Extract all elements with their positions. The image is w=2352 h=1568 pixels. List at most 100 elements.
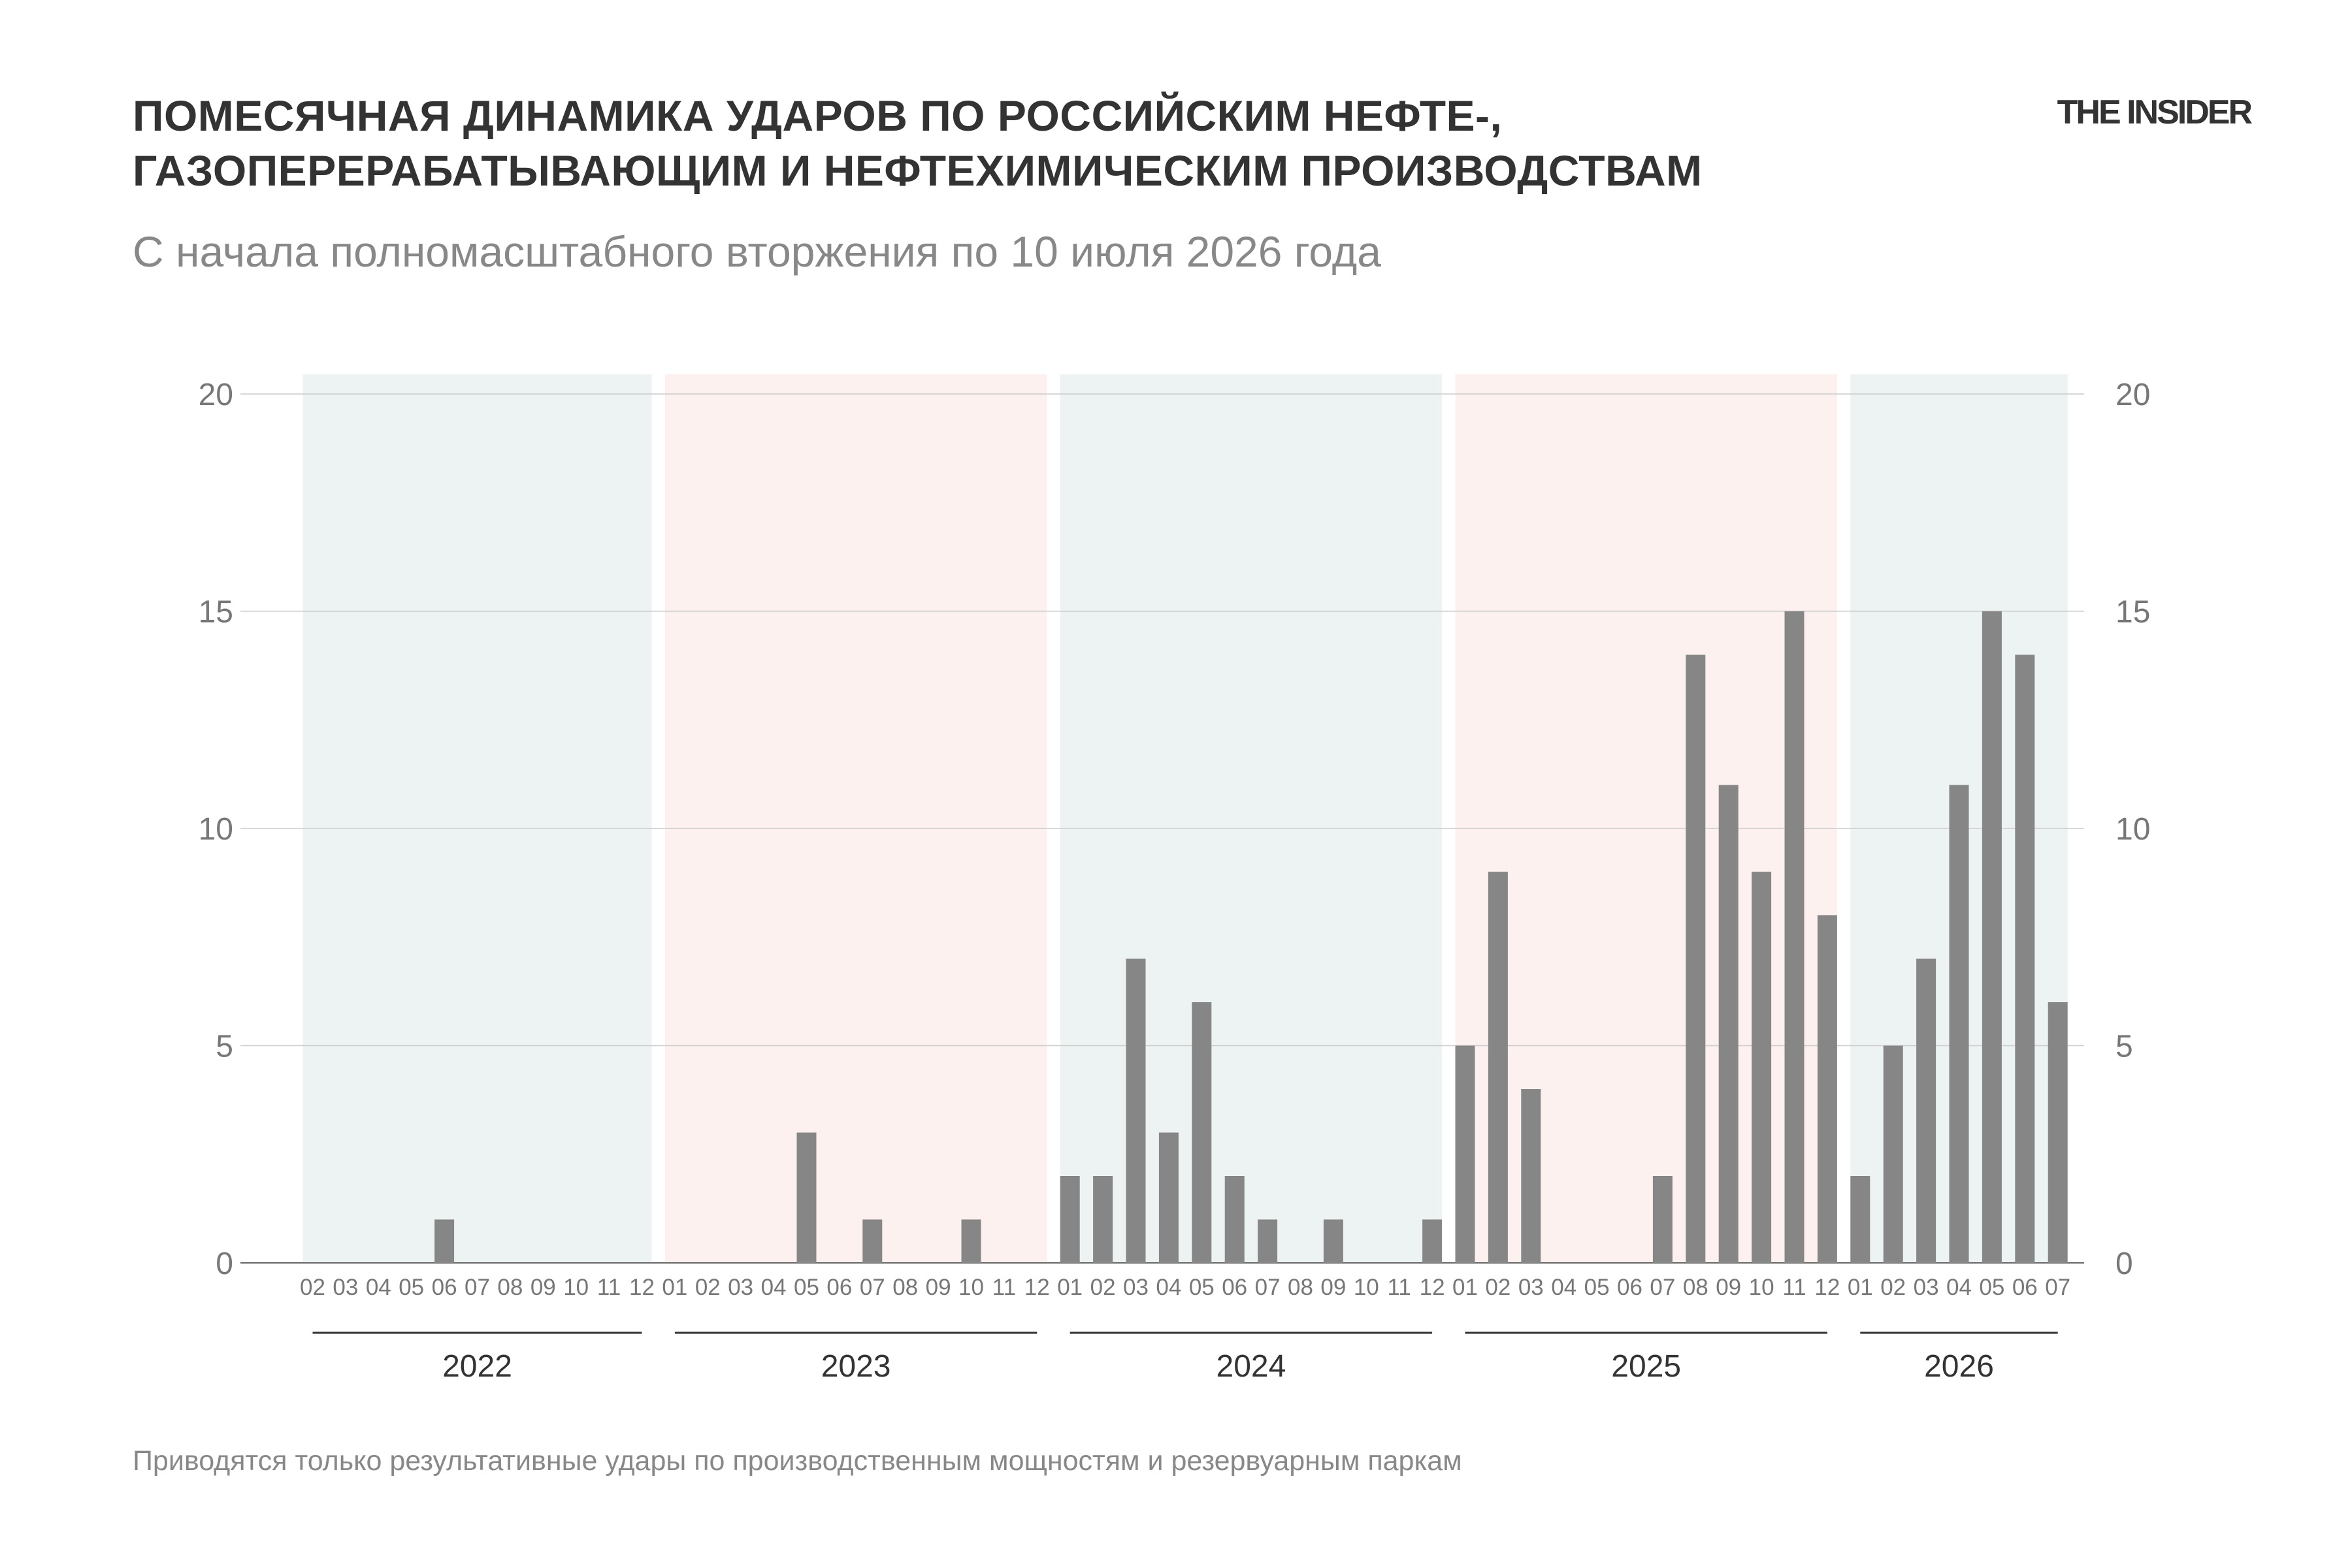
month-tick-label: 02 [1880, 1275, 1906, 1300]
month-tick-label: 07 [1650, 1275, 1675, 1300]
month-tick-label: 03 [333, 1275, 358, 1300]
y-tick-label-left: 20 [199, 378, 233, 412]
bar [2015, 655, 2035, 1263]
y-tick-label-left: 15 [199, 595, 233, 630]
chart-title-line-2: ГАЗОПЕРЕРАБАТЫВАЮЩИМ И НЕФТЕХИМИЧЕСКИМ П… [133, 146, 1703, 195]
bar [2048, 1002, 2068, 1263]
chart-title: ПОМЕСЯЧНАЯ ДИНАМИКА УДАРОВ ПО РОССИЙСКИМ… [133, 88, 1995, 198]
month-tick-label: 08 [892, 1275, 918, 1300]
bar [1652, 1176, 1673, 1263]
month-tick-label: 11 [992, 1275, 1016, 1300]
month-tick-label: 05 [399, 1275, 424, 1300]
bar [1752, 872, 1772, 1263]
bar [1850, 1176, 1870, 1263]
year-band-2025 [1455, 374, 1837, 1263]
month-tick-label: 10 [563, 1275, 589, 1300]
bar [1982, 611, 2002, 1263]
month-tick-label: 01 [1452, 1275, 1478, 1300]
bar [1883, 1045, 1903, 1263]
bar [1224, 1176, 1245, 1263]
month-tick-label: 09 [926, 1275, 951, 1300]
brand-logo: THE INSIDER [2057, 93, 2253, 131]
month-tick-label: 02 [1485, 1275, 1511, 1300]
year-label: 2023 [821, 1349, 891, 1384]
month-tick-label: 02 [1090, 1275, 1116, 1300]
bar [1422, 1219, 1443, 1263]
chart-subtitle: С начала полномасштабного вторжения по 1… [133, 227, 1381, 276]
bar [961, 1219, 981, 1263]
bar [1093, 1176, 1113, 1263]
month-tick-label: 11 [1782, 1275, 1806, 1300]
y-tick-label-right: 20 [2115, 378, 2150, 412]
bar [1060, 1176, 1080, 1263]
month-tick-label: 01 [1848, 1275, 1873, 1300]
month-tick-label: 07 [860, 1275, 885, 1300]
month-tick-label: 12 [1814, 1275, 1840, 1300]
month-tick-label: 10 [958, 1275, 984, 1300]
month-tick-label: 03 [728, 1275, 753, 1300]
month-tick-label: 01 [662, 1275, 687, 1300]
y-tick-label-right: 15 [2115, 595, 2150, 630]
bar [1258, 1219, 1278, 1263]
month-tick-label: 03 [1123, 1275, 1149, 1300]
bar [1521, 1089, 1541, 1263]
bar [1192, 1002, 1212, 1263]
year-band-2023 [664, 374, 1047, 1263]
bar [434, 1219, 455, 1263]
month-tick-label: 05 [794, 1275, 819, 1300]
month-tick-label: 09 [1320, 1275, 1346, 1300]
month-tick-label: 11 [597, 1275, 621, 1300]
month-tick-label: 12 [1024, 1275, 1050, 1300]
month-tick-label: 04 [366, 1275, 391, 1300]
month-tick-label: 08 [1288, 1275, 1313, 1300]
month-tick-label: 09 [531, 1275, 556, 1300]
month-tick-label: 06 [2012, 1275, 2038, 1300]
month-tick-label: 12 [1420, 1275, 1445, 1300]
title-block: ПОМЕСЯЧНАЯ ДИНАМИКА УДАРОВ ПО РОССИЙСКИМ… [133, 88, 1995, 276]
month-tick-label: 10 [1354, 1275, 1379, 1300]
month-tick-label: 03 [1518, 1275, 1544, 1300]
month-tick-label: 04 [1156, 1275, 1181, 1300]
year-band-2024 [1060, 374, 1443, 1263]
year-label: 2024 [1217, 1349, 1286, 1384]
bar [1718, 785, 1739, 1263]
month-tick-label: 05 [1584, 1275, 1610, 1300]
year-label: 2025 [1611, 1349, 1681, 1384]
month-tick-label: 08 [497, 1275, 523, 1300]
month-tick-label: 04 [761, 1275, 787, 1300]
month-tick-label: 06 [432, 1275, 457, 1300]
month-tick-label: 11 [1388, 1275, 1411, 1300]
month-tick-label: 02 [300, 1275, 325, 1300]
bar [1488, 872, 1508, 1263]
bar [1455, 1045, 1475, 1263]
y-tick-label-left: 0 [216, 1247, 233, 1281]
bar [1126, 958, 1146, 1263]
bar [1817, 915, 1837, 1263]
bar [1784, 611, 1805, 1263]
month-tick-label: 01 [1057, 1275, 1083, 1300]
month-tick-label: 05 [1189, 1275, 1215, 1300]
month-tick-label: 06 [1617, 1275, 1642, 1300]
y-tick-label-right: 10 [2115, 812, 2150, 847]
month-tick-label: 07 [1255, 1275, 1281, 1300]
month-tick-label: 04 [1551, 1275, 1576, 1300]
y-tick-label-right: 5 [2115, 1030, 2133, 1064]
chart-title-line-1: ПОМЕСЯЧНАЯ ДИНАМИКА УДАРОВ ПО РОССИЙСКИМ… [133, 91, 1503, 140]
month-tick-label: 07 [2045, 1275, 2070, 1300]
month-tick-label: 08 [1683, 1275, 1708, 1300]
year-band-2022 [302, 374, 652, 1263]
y-tick-label-left: 5 [216, 1030, 233, 1064]
month-tick-label: 06 [1222, 1275, 1247, 1300]
year-label: 2022 [442, 1349, 512, 1384]
month-tick-label: 10 [1749, 1275, 1774, 1300]
month-tick-label: 05 [1979, 1275, 2004, 1300]
year-label: 2026 [1924, 1349, 1994, 1384]
bar [1916, 958, 1936, 1263]
month-tick-label: 04 [1946, 1275, 1972, 1300]
month-tick-label: 07 [465, 1275, 490, 1300]
y-tick-label-right: 0 [2115, 1247, 2133, 1281]
bar [1158, 1132, 1179, 1263]
bar [1323, 1219, 1343, 1263]
y-tick-label-left: 10 [199, 812, 233, 847]
